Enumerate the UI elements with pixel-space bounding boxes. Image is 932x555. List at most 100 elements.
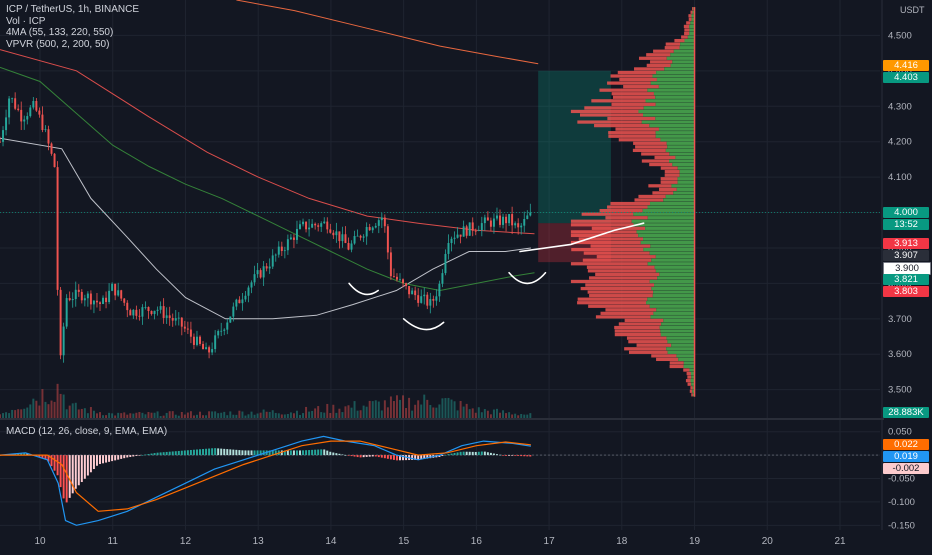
- volume-bar: [477, 407, 480, 418]
- position-target-zone: [538, 70, 611, 224]
- macd-histogram-bar: [477, 451, 480, 456]
- candle-body: [89, 293, 92, 305]
- candle-body: [32, 100, 35, 108]
- time-axis-tick: 10: [34, 536, 46, 547]
- vp-row-up: [686, 21, 691, 25]
- volume-bar: [186, 412, 189, 418]
- vp-row-up: [617, 70, 657, 75]
- candle-body: [441, 273, 444, 284]
- candle-body: [511, 214, 514, 226]
- vp-row-up: [596, 255, 656, 259]
- macd-histogram-bar: [465, 451, 468, 456]
- vp-row-up: [587, 290, 654, 294]
- volume-bar: [511, 414, 514, 418]
- volume-bar: [462, 406, 465, 418]
- vp-row-up: [664, 170, 680, 174]
- vp-row-down: [643, 247, 695, 252]
- volume-bar: [371, 401, 374, 418]
- candle-body: [305, 221, 308, 230]
- macd-histogram-bar: [189, 449, 192, 456]
- vp-row-down: [671, 343, 695, 347]
- macd-histogram-bar: [389, 455, 392, 460]
- volume-bar: [526, 414, 529, 418]
- candle-body: [347, 242, 350, 250]
- volume-bar: [44, 401, 47, 418]
- volume-bar: [26, 407, 29, 418]
- candle-body: [147, 307, 150, 312]
- macd-histogram-bar: [202, 449, 205, 456]
- vp-row-up: [595, 272, 660, 277]
- candle-body: [126, 302, 129, 311]
- candle-body: [189, 329, 192, 337]
- volume-bar: [62, 394, 65, 418]
- candle-body: [483, 217, 486, 224]
- vp-row-up: [660, 180, 678, 184]
- vp-row-down: [638, 109, 695, 114]
- vp-row-up: [607, 116, 656, 121]
- candle-body: [299, 224, 301, 229]
- candle-body: [120, 290, 123, 299]
- volume-bar: [99, 412, 101, 418]
- candle-body: [459, 234, 462, 237]
- macd-histogram-bar: [499, 454, 501, 456]
- macd-histogram-bar: [105, 455, 108, 463]
- vp-row-down: [692, 393, 695, 397]
- vp-row-down: [658, 127, 695, 131]
- vp-row-down: [657, 276, 695, 280]
- vp-row-down: [663, 318, 695, 323]
- volume-bar: [492, 409, 495, 418]
- vp-row-down: [687, 35, 695, 39]
- candle-body: [332, 232, 335, 236]
- vp-row-down: [677, 177, 695, 181]
- macd-histogram-bar: [95, 455, 98, 466]
- macd-histogram-bar: [474, 451, 477, 456]
- candle-body: [168, 315, 171, 318]
- candle-body: [268, 266, 271, 269]
- macd-histogram-bar: [192, 449, 195, 456]
- candle-body: [320, 223, 323, 227]
- candle-body: [114, 283, 117, 296]
- candle-body: [374, 225, 377, 228]
- candle-body: [474, 230, 477, 232]
- candle-body: [317, 225, 320, 227]
- vp-row-down: [647, 216, 695, 220]
- macd-histogram-bar: [68, 455, 71, 498]
- price-axis-tick: 4.200: [888, 137, 912, 148]
- volume-bar: [217, 413, 220, 418]
- vp-row-down: [669, 152, 695, 156]
- vp-row-up: [628, 350, 668, 354]
- time-axis-tick: 13: [253, 536, 265, 547]
- volume-bar: [117, 412, 120, 418]
- volume-bar: [111, 413, 114, 418]
- macd-histogram-bar: [244, 450, 247, 456]
- macd-histogram-bar: [444, 454, 447, 456]
- candle-body: [41, 114, 44, 131]
- volume-bar: [102, 415, 105, 418]
- vp-row-down: [689, 28, 695, 32]
- macd-histogram-bar: [505, 455, 508, 456]
- volume-bar: [105, 415, 108, 418]
- vp-row-down: [683, 364, 695, 369]
- macd-histogram-bar: [392, 455, 395, 460]
- vp-row-up: [641, 159, 670, 163]
- volume-bar: [265, 411, 268, 418]
- candle-body: [217, 331, 220, 336]
- macd-histogram-bar: [238, 450, 241, 456]
- vp-row-up: [585, 283, 655, 287]
- axes: USDT4.5004.4004.3004.2004.1004.0003.9003…: [34, 5, 925, 547]
- vp-row-up: [571, 247, 644, 252]
- macd-histogram-bar: [462, 451, 465, 456]
- candle-body: [65, 298, 68, 327]
- macd-histogram-bar: [411, 455, 414, 460]
- volume-bar: [514, 413, 517, 418]
- volume-bar: [292, 413, 295, 418]
- volume-bar: [8, 413, 11, 418]
- macd-histogram-bar: [71, 455, 74, 494]
- macd-histogram-bar: [256, 450, 259, 456]
- macd-histogram-bar: [365, 455, 368, 457]
- volume-bar: [189, 411, 192, 418]
- candle-body: [214, 335, 217, 350]
- candle-body: [523, 218, 526, 226]
